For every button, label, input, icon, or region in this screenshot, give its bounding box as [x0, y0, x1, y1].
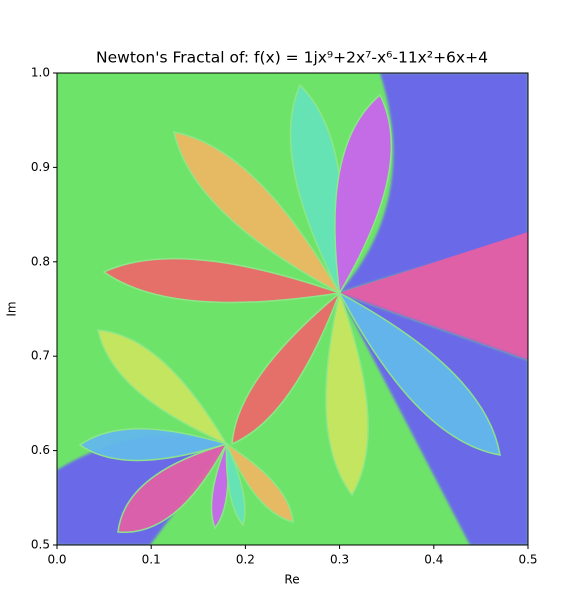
x-tick-label: 0.2	[236, 553, 255, 567]
fractal-image	[57, 73, 528, 545]
x-tick-label: 0.1	[142, 553, 161, 567]
y-tick-label: 0.8	[31, 254, 50, 268]
petal	[224, 442, 294, 523]
petal	[334, 93, 393, 296]
petal	[225, 443, 246, 527]
petal	[231, 290, 342, 446]
y-tick-label: 0.5	[31, 538, 50, 552]
petal	[337, 291, 501, 456]
x-tick-label: 0.0	[47, 553, 66, 567]
y-tick-label: 1.0	[31, 66, 50, 80]
plot-frame	[56, 72, 529, 546]
x-tick-label: 0.5	[518, 553, 537, 567]
chart-title: Newton's Fractal of: f(x) = 1jx⁹+2x⁷-x⁶-…	[96, 49, 488, 67]
y-axis-label: Im	[5, 301, 19, 316]
x-tick-label: 0.4	[424, 553, 443, 567]
y-tick-label: 0.9	[31, 160, 50, 174]
petal	[102, 257, 340, 304]
petal	[117, 442, 229, 533]
x-axis-label: Re	[284, 573, 299, 587]
basin-blue	[339, 73, 528, 293]
y-tick-label: 0.6	[31, 443, 50, 457]
petal	[173, 131, 342, 295]
basin-pink	[339, 232, 528, 360]
y-tick-label: 0.7	[31, 349, 50, 363]
petal	[78, 428, 230, 462]
petal	[97, 329, 229, 446]
petal	[325, 290, 369, 497]
x-tick-label: 0.3	[330, 553, 349, 567]
